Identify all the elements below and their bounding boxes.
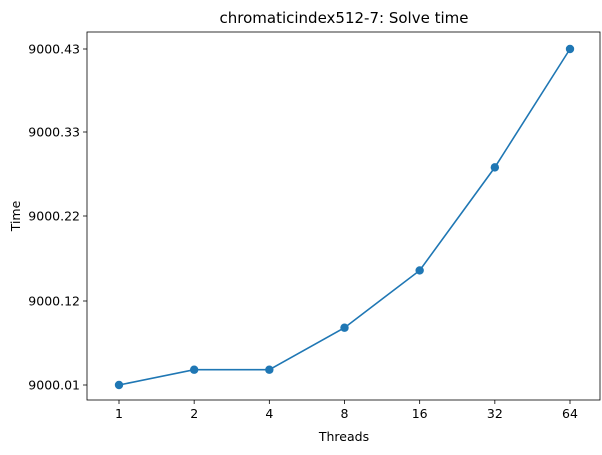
x-tick-label: 64	[562, 406, 578, 421]
data-point	[565, 44, 575, 54]
x-tick-label: 4	[265, 406, 273, 421]
data-point	[490, 163, 500, 172]
x-tick-label: 32	[487, 406, 503, 421]
y-axis: 9000.01 9000.12 9000.22 9000.33 9000.43	[28, 42, 87, 393]
y-tick-label: 9000.22	[28, 209, 80, 224]
y-tick-label: 9000.33	[28, 125, 80, 140]
plot-area	[86, 31, 601, 401]
data-point	[189, 365, 199, 374]
y-tick-label: 9000.12	[28, 294, 80, 309]
y-axis-label: Time	[8, 200, 23, 232]
y-tick-label: 9000.43	[28, 42, 80, 57]
x-tick-label: 2	[190, 406, 198, 421]
data-point	[415, 266, 424, 275]
data-point	[340, 323, 349, 332]
x-tick-label: 1	[115, 406, 123, 421]
x-tick-label: 16	[412, 406, 428, 421]
x-axis-label: Threads	[318, 429, 369, 444]
x-tick-label: 8	[341, 406, 349, 421]
data-point	[265, 365, 274, 374]
series-group	[114, 44, 575, 390]
chart-title: chromaticindex512-7: Solve time	[220, 9, 469, 27]
data-point	[114, 380, 124, 390]
y-tick-label: 9000.01	[28, 378, 80, 393]
x-axis: 1 2 4 8 16 32 64	[115, 400, 578, 421]
